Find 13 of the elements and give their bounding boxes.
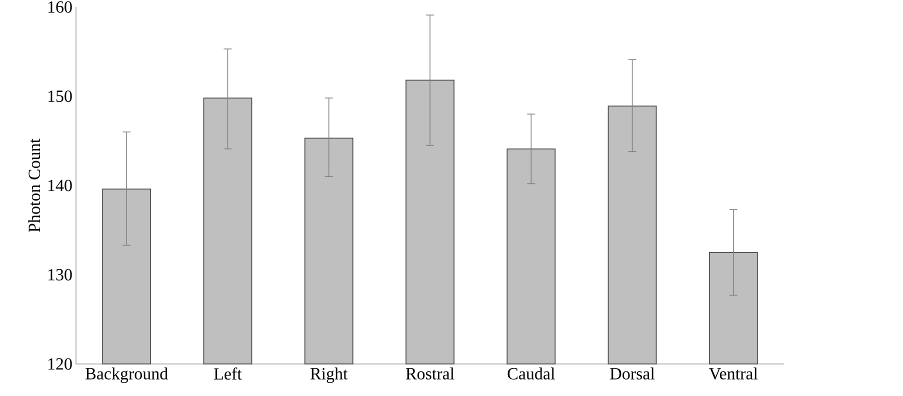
x-tick-label: Left [214, 368, 242, 380]
y-tick-label: 140 [48, 180, 72, 192]
x-tick-label: Right [310, 368, 348, 383]
y-tick-label: 130 [48, 269, 72, 280]
x-tick-label: Ventral [709, 368, 758, 380]
x-tick-label: Dorsal [610, 368, 655, 380]
y-axis-title: Photon Count [28, 138, 40, 232]
y-tick-label: 160 [48, 1, 72, 13]
x-tick-label: Background [86, 368, 168, 383]
x-tick-label: Caudal [508, 368, 555, 380]
y-tick-label: 150 [48, 90, 72, 102]
x-tick-label: Rostral [406, 368, 454, 380]
y-tick-label: 120 [48, 358, 72, 370]
